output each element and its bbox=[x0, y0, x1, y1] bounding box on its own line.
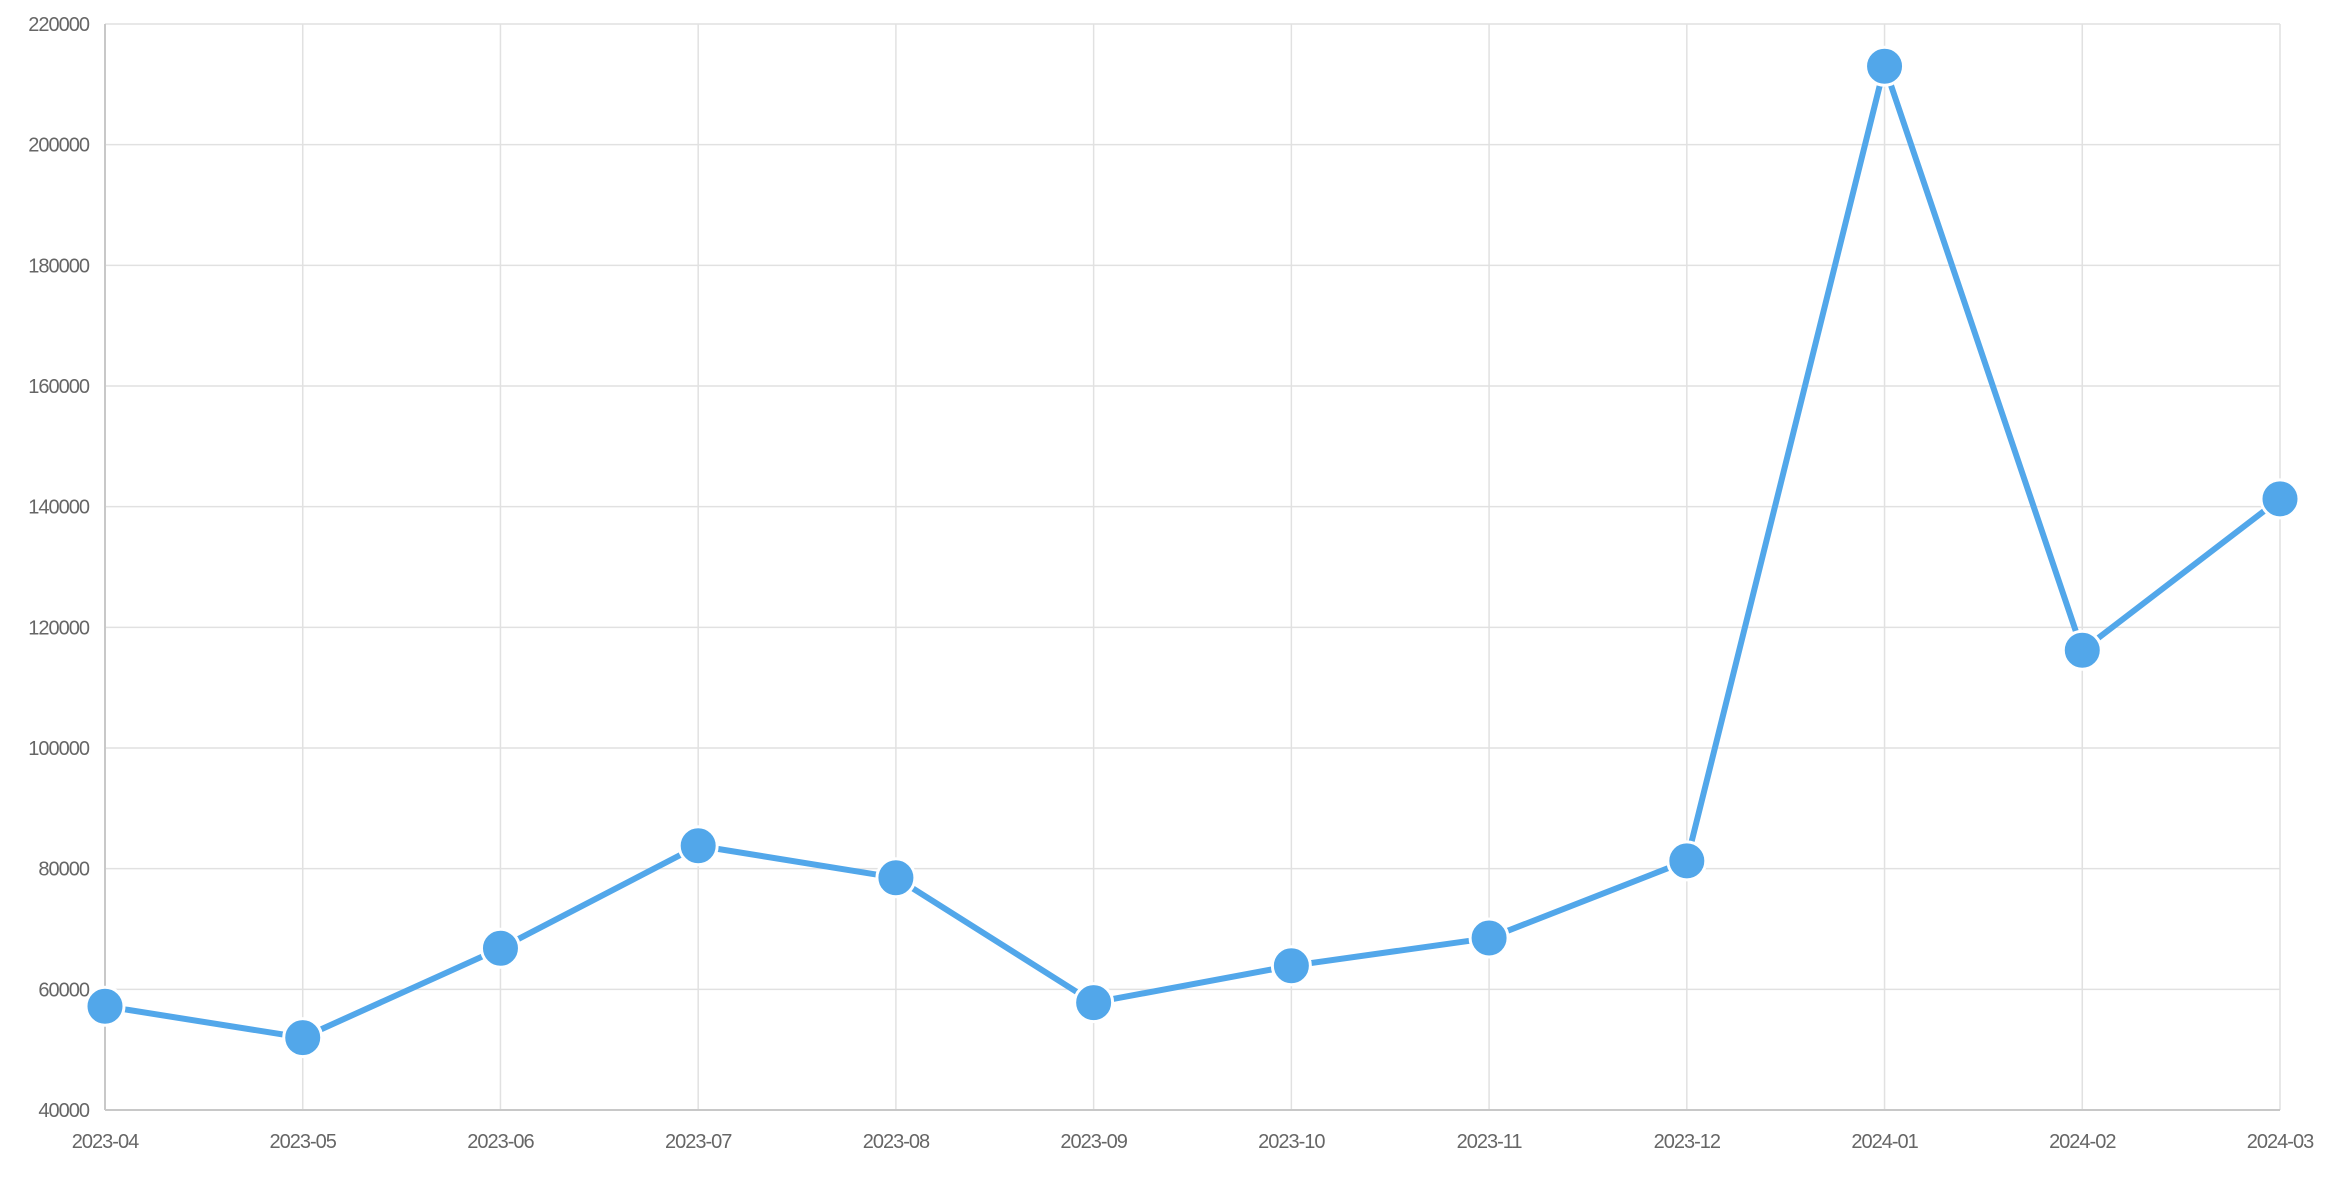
axis-layer bbox=[104, 24, 2280, 1111]
x-tick-label: 2023-10 bbox=[1258, 1131, 1325, 1153]
data-point[interactable] bbox=[2259, 478, 2301, 520]
data-point[interactable] bbox=[875, 857, 917, 899]
y-tick-label: 160000 bbox=[28, 376, 90, 398]
x-tick-label: 2024-03 bbox=[2247, 1131, 2314, 1153]
x-tick-label: 2023-11 bbox=[1457, 1131, 1523, 1153]
y-tick-label: 180000 bbox=[28, 255, 90, 277]
data-point[interactable] bbox=[1666, 840, 1708, 882]
series-line bbox=[102, 63, 2283, 1041]
grid-layer bbox=[104, 23, 2281, 1111]
x-tick-label: 2023-08 bbox=[863, 1131, 930, 1153]
x-tick-label: 2023-09 bbox=[1060, 1131, 1127, 1153]
data-point[interactable] bbox=[479, 927, 521, 969]
x-tick-label: 2023-12 bbox=[1654, 1131, 1721, 1153]
y-tick-label: 220000 bbox=[28, 14, 90, 36]
data-point[interactable] bbox=[84, 985, 126, 1027]
data-point[interactable] bbox=[1270, 945, 1312, 987]
series-layer bbox=[84, 45, 2301, 1059]
y-tick-label: 40000 bbox=[38, 1100, 89, 1122]
data-point[interactable] bbox=[677, 825, 719, 867]
x-tick-label: 2023-04 bbox=[72, 1131, 139, 1153]
y-tick-label: 200000 bbox=[28, 135, 90, 157]
y-tick-label: 140000 bbox=[28, 497, 90, 519]
x-tick-label: 2023-05 bbox=[270, 1131, 337, 1153]
data-point[interactable] bbox=[2061, 629, 2103, 671]
x-tick-label: 2024-01 bbox=[1851, 1131, 1918, 1153]
data-point[interactable] bbox=[1864, 45, 1906, 87]
y-tick-label: 120000 bbox=[28, 617, 90, 639]
tick-label-layer: 40000 60000 80000 100000 120000 140000 160000 1… bbox=[28, 14, 2315, 1153]
x-tick-label: 2023-07 bbox=[665, 1131, 732, 1153]
y-tick-label: 100000 bbox=[28, 738, 90, 760]
y-tick-label: 80000 bbox=[38, 859, 89, 881]
x-tick-label: 2023-06 bbox=[467, 1131, 534, 1153]
data-point[interactable] bbox=[1073, 982, 1115, 1024]
data-point[interactable] bbox=[1468, 917, 1510, 959]
data-point[interactable] bbox=[282, 1017, 324, 1059]
y-tick-label: 60000 bbox=[38, 979, 89, 1001]
x-tick-label: 2024-02 bbox=[2049, 1131, 2116, 1153]
